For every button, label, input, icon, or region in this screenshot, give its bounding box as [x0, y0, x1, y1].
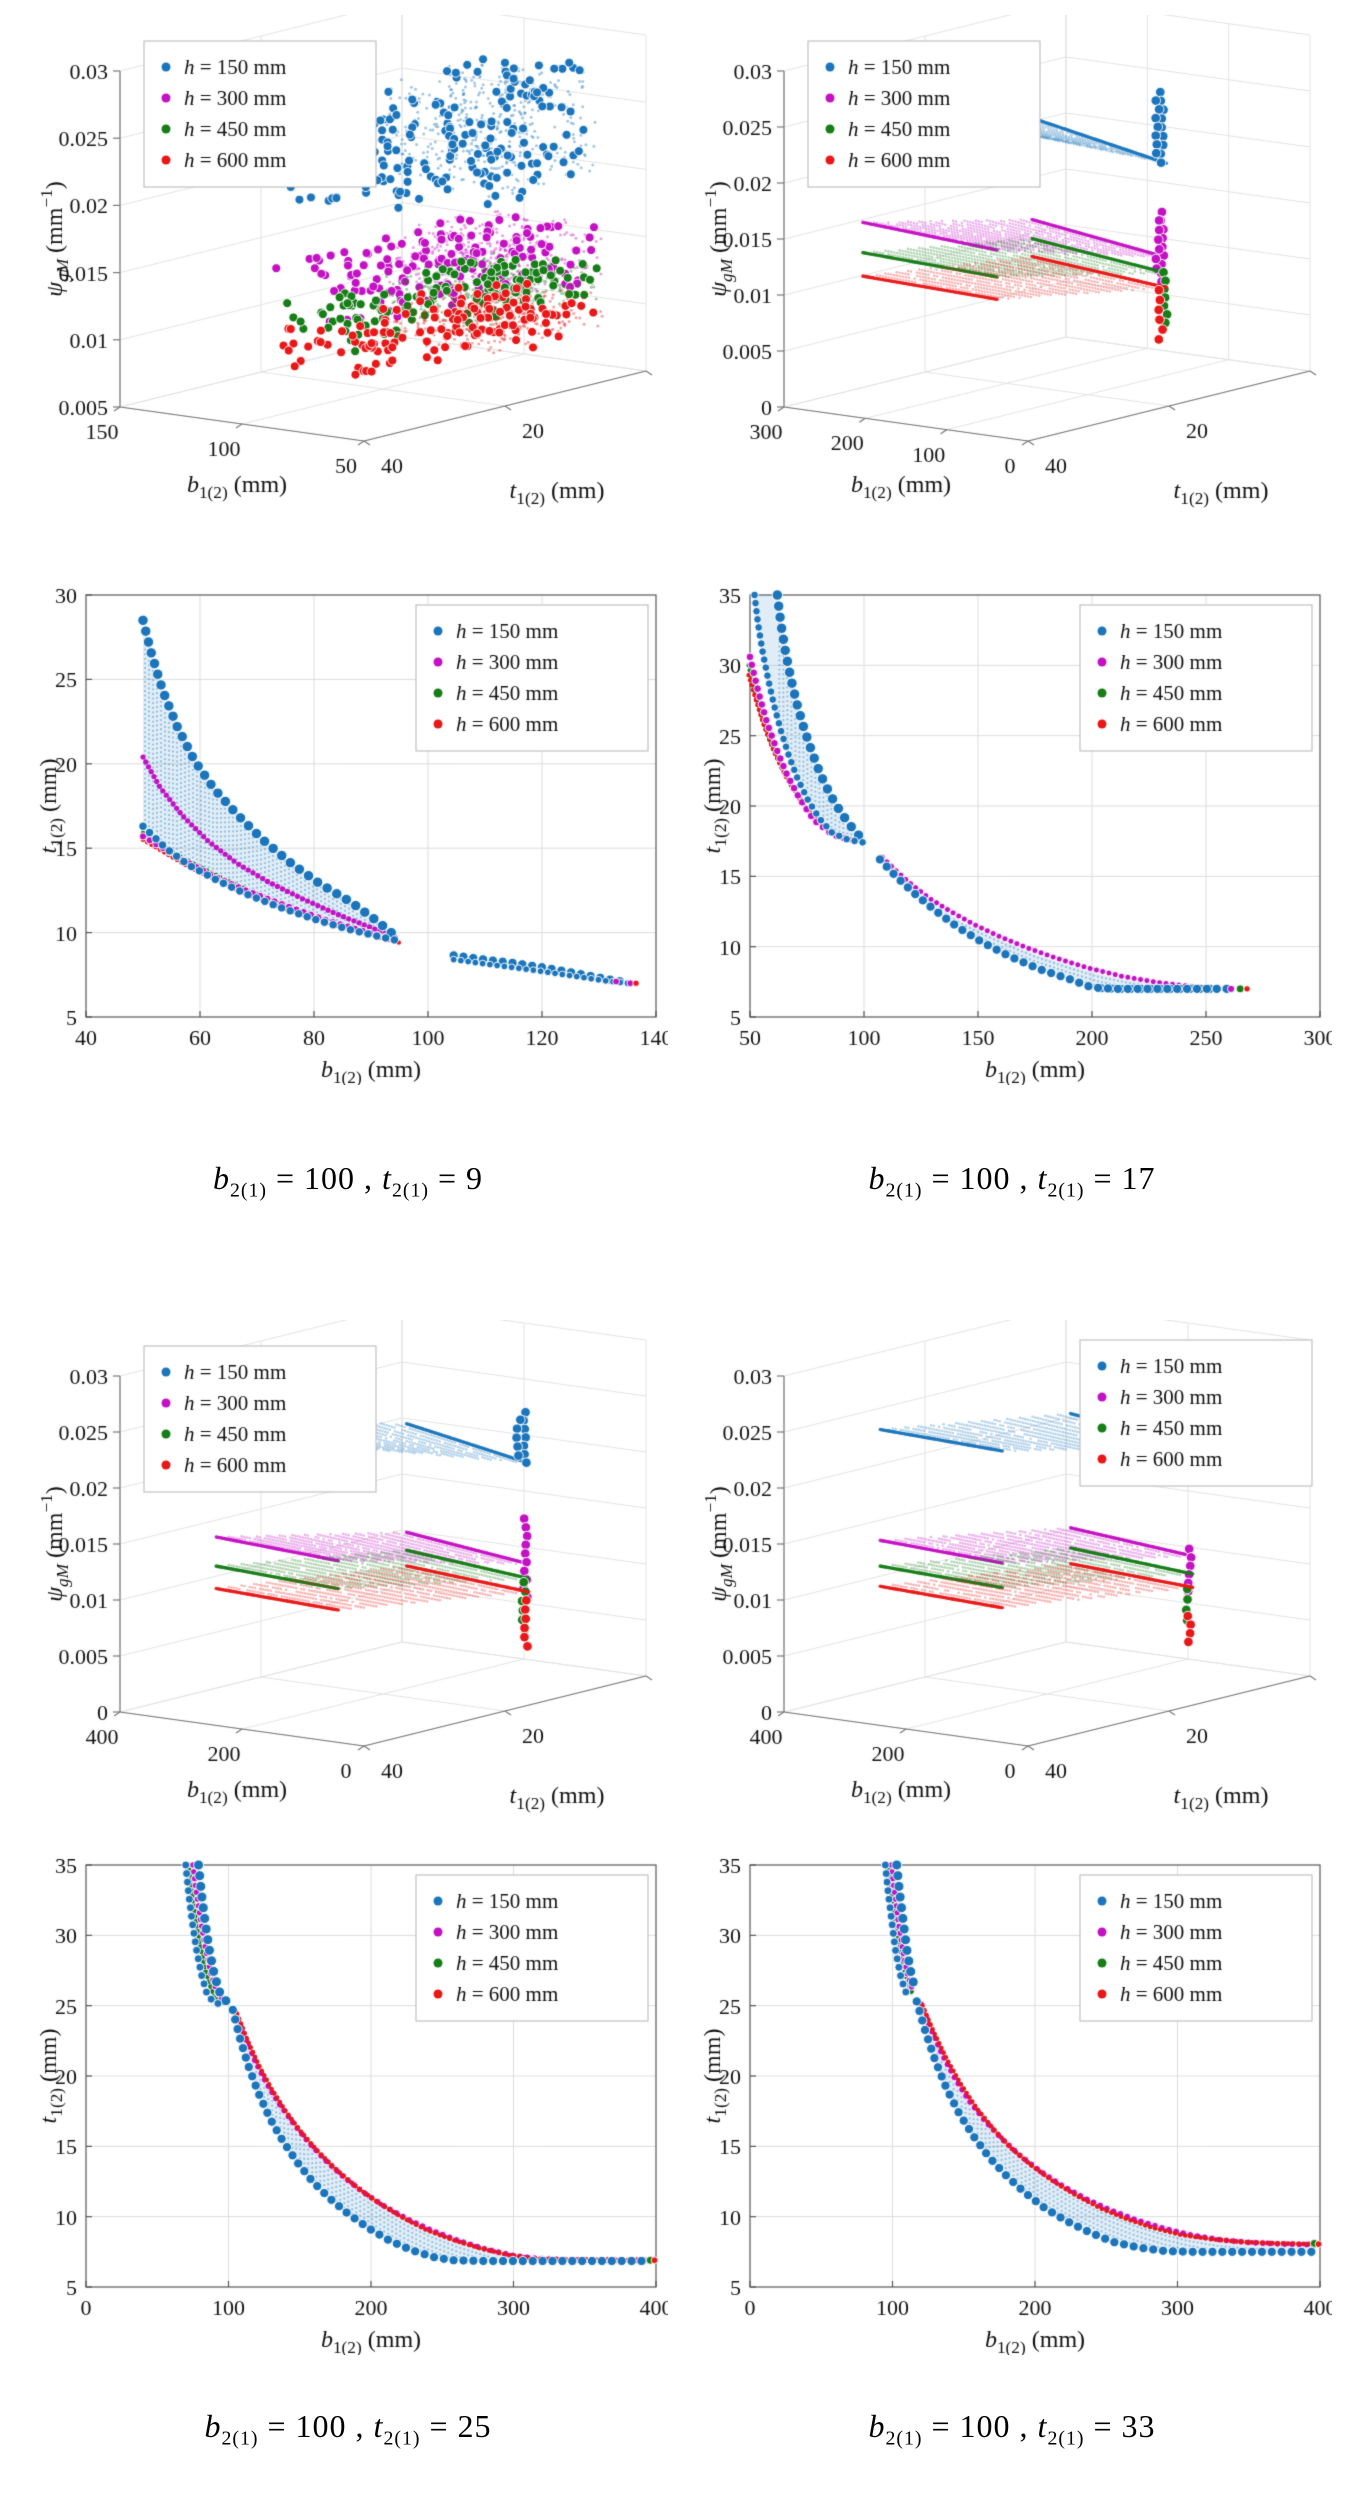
plot-3d-b100-t17: [692, 15, 1332, 520]
plot-3d-b100-t33: [692, 1320, 1332, 1825]
plot-3d-b100-t25: [28, 1320, 668, 1825]
caption-b100-t33: b2(1) = 100 , t2(1) = 33: [868, 2408, 1156, 2450]
plot-2d-b100-t33: [692, 1855, 1332, 2355]
plot-2d-b100-t9: [28, 585, 668, 1085]
caption-b100-t9: b2(1) = 100 , t2(1) = 9: [212, 1160, 484, 1202]
plot-3d-b100-t9: [28, 15, 668, 520]
caption-b100-t25: b2(1) = 100 , t2(1) = 25: [204, 2408, 492, 2450]
plot-2d-b100-t17: [692, 585, 1332, 1085]
caption-b100-t17: b2(1) = 100 , t2(1) = 17: [868, 1160, 1156, 1202]
plot-2d-b100-t25: [28, 1855, 668, 2355]
